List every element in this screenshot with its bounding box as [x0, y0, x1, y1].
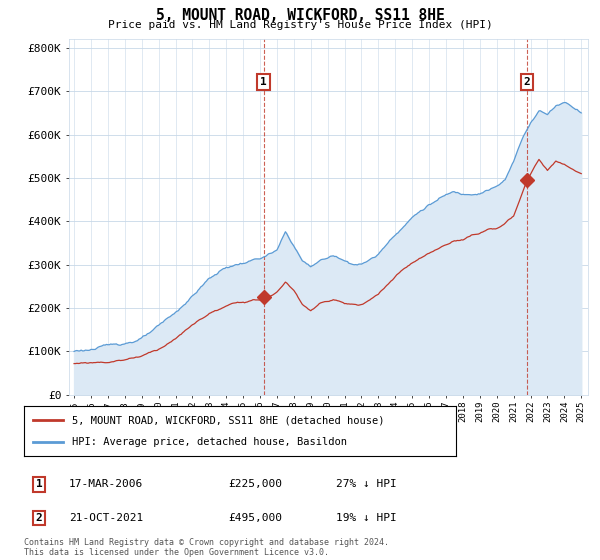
Text: HPI: Average price, detached house, Basildon: HPI: Average price, detached house, Basi… [71, 437, 347, 447]
Text: 5, MOUNT ROAD, WICKFORD, SS11 8HE: 5, MOUNT ROAD, WICKFORD, SS11 8HE [155, 8, 445, 24]
Text: £495,000: £495,000 [228, 513, 282, 523]
Text: Contains HM Land Registry data © Crown copyright and database right 2024.
This d: Contains HM Land Registry data © Crown c… [24, 538, 389, 557]
Text: 21-OCT-2021: 21-OCT-2021 [69, 513, 143, 523]
Text: 5, MOUNT ROAD, WICKFORD, SS11 8HE (detached house): 5, MOUNT ROAD, WICKFORD, SS11 8HE (detac… [71, 415, 384, 425]
Text: 19% ↓ HPI: 19% ↓ HPI [336, 513, 397, 523]
Text: 1: 1 [260, 77, 267, 87]
Text: 1: 1 [35, 479, 43, 489]
Text: £225,000: £225,000 [228, 479, 282, 489]
Text: Price paid vs. HM Land Registry's House Price Index (HPI): Price paid vs. HM Land Registry's House … [107, 20, 493, 30]
Text: 2: 2 [524, 77, 530, 87]
Text: 2: 2 [35, 513, 43, 523]
Text: 17-MAR-2006: 17-MAR-2006 [69, 479, 143, 489]
Text: 27% ↓ HPI: 27% ↓ HPI [336, 479, 397, 489]
